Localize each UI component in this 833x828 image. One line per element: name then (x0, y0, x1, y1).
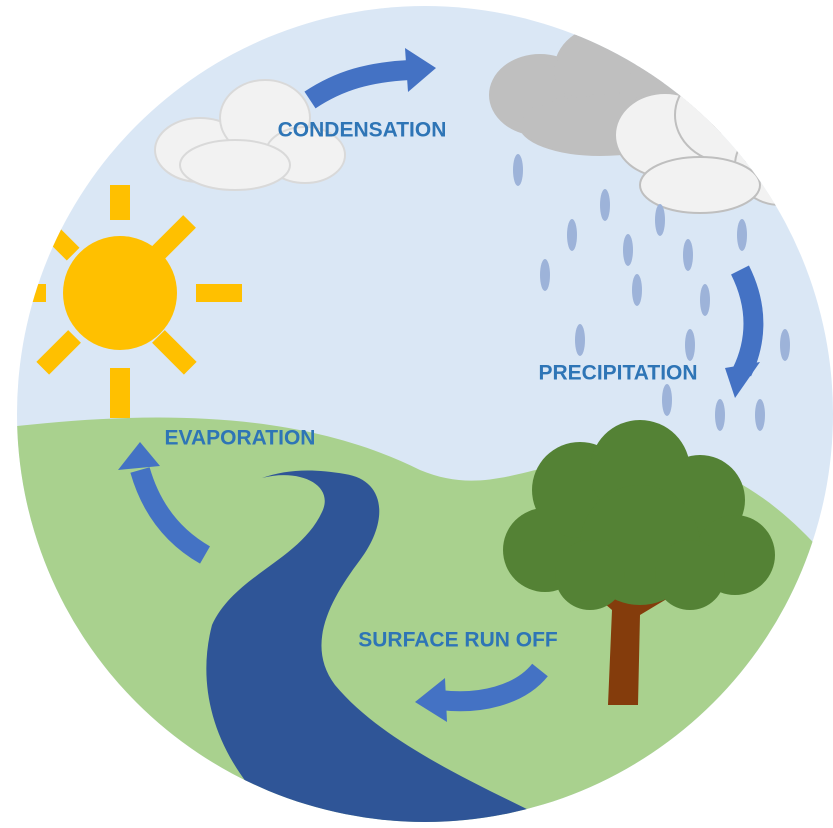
evaporation-label: EVAPORATION (165, 427, 316, 450)
condensation-label: CONDENSATION (278, 119, 447, 142)
water-cycle-diagram: CONDENSATION PRECIPITATION EVAPORATION S… (0, 0, 833, 828)
page: CONDENSATION PRECIPITATION EVAPORATION S… (0, 0, 833, 828)
surface-runoff-label: SURFACE RUN OFF (358, 629, 558, 652)
precipitation-label: PRECIPITATION (538, 362, 697, 385)
